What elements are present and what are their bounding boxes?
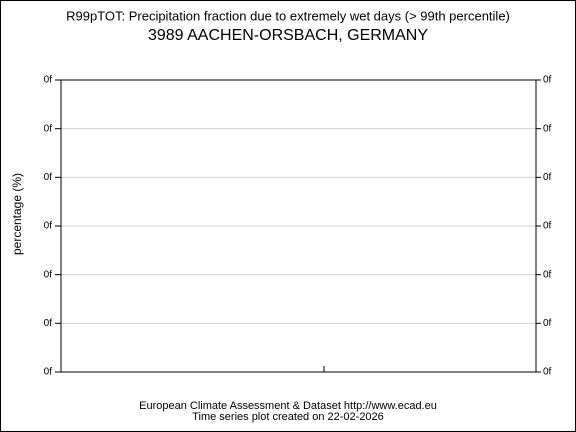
grid [61,128,536,324]
chart-title: R99pTOT: Precipitation fraction due to e… [66,8,510,23]
y-tick-label: 0f [44,269,53,280]
y-tick-label: 0f [543,172,552,183]
y-tick-label: 0f [543,221,552,232]
y-tick-label: 0f [543,123,552,134]
y-tick-label: 0f [44,75,53,86]
y-tick-label: 0f [543,367,552,378]
y-tick-label: 0f [44,318,53,329]
y-tick-label: 0f [44,123,53,134]
y-tick-label: 0f [543,269,552,280]
y-tick-label: 0f [44,367,53,378]
y-tick-label: 0f [44,221,53,232]
y-tick-label: 0f [44,172,53,183]
footer-line: Time series plot created on 22-02-2026 [192,411,384,423]
footer-line: European Climate Assessment & Dataset ht… [139,400,437,412]
y-tick-label: 0f [543,318,552,329]
y-tick-label: 0f [543,75,552,86]
y-axis-label: percentage (%) [10,173,24,255]
chart-subtitle: 3989 AACHEN-ORSBACH, GERMANY [148,27,428,44]
